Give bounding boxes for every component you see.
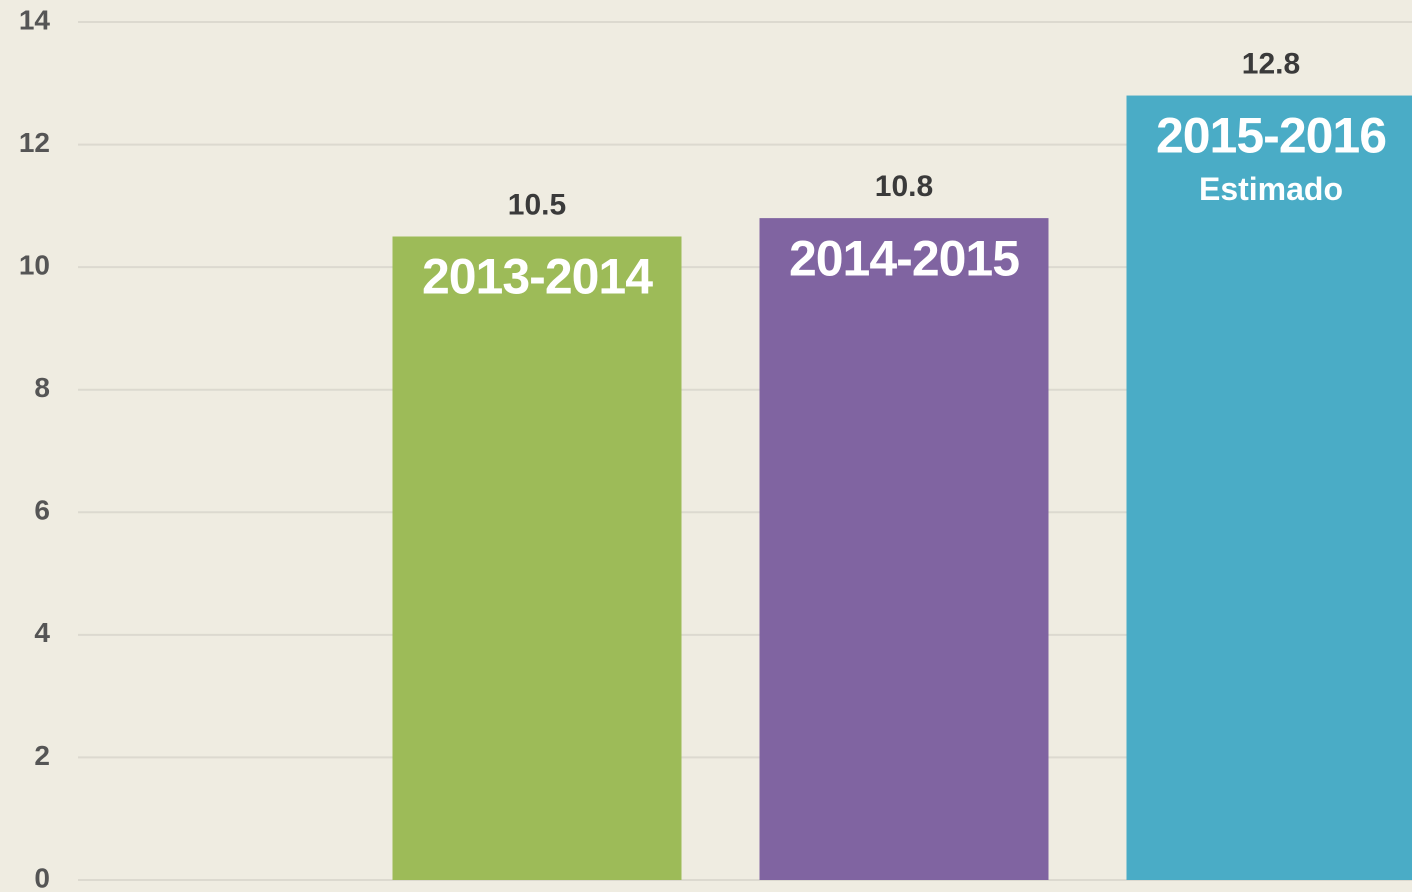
bar (392, 236, 682, 880)
y-tick-label: 0 (34, 862, 50, 892)
category-label: 2015-2016 (1156, 108, 1386, 164)
y-tick-label: 4 (34, 617, 50, 648)
y-tick-label: 10 (19, 250, 50, 281)
bar (759, 218, 1049, 881)
y-tick-label: 12 (19, 127, 50, 158)
category-label: 2013-2014 (422, 249, 653, 305)
value-label: 10.5 (508, 188, 566, 221)
y-tick-label: 2 (34, 740, 50, 771)
y-tick-label: 8 (34, 372, 50, 403)
y-tick-label: 6 (34, 495, 50, 526)
category-sublabel: Estimado (1199, 171, 1343, 207)
category-label: 2014-2015 (789, 230, 1019, 286)
bar (1126, 95, 1412, 881)
value-label: 10.8 (875, 170, 933, 203)
y-tick-label: 14 (19, 4, 51, 35)
value-label: 12.8 (1242, 47, 1300, 80)
